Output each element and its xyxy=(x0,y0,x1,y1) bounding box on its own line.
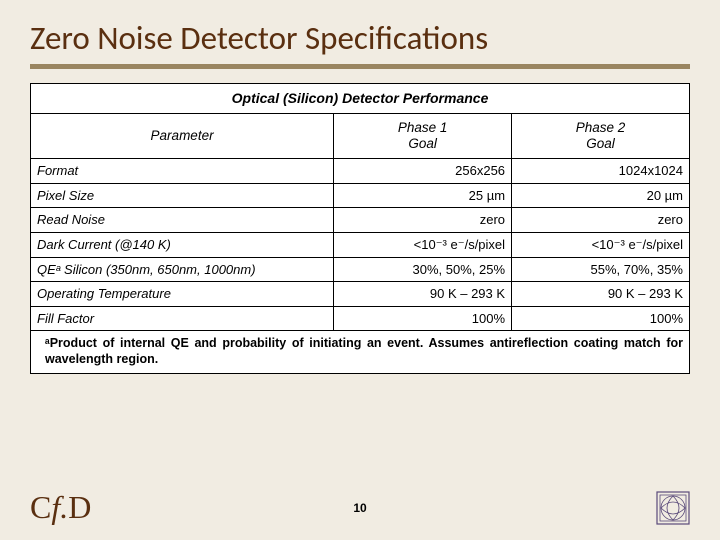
table-row: Operating Temperature 90 K – 293 K 90 K … xyxy=(31,282,690,307)
row-phase2: zero xyxy=(512,208,690,233)
row-phase2: 1024x1024 xyxy=(512,159,690,184)
row-phase2: 20 µm xyxy=(512,183,690,208)
row-phase1: 30%, 50%, 25% xyxy=(334,257,512,282)
row-phase1: zero xyxy=(334,208,512,233)
footer: Cf.D 10 xyxy=(30,489,690,526)
row-phase2: 90 K – 293 K xyxy=(512,282,690,307)
table-row: Fill Factor 100% 100% xyxy=(31,306,690,331)
page-title: Zero Noise Detector Specifications xyxy=(30,18,690,62)
title-rule xyxy=(30,64,690,69)
row-phase1: 90 K – 293 K xyxy=(334,282,512,307)
cfd-logo: Cf.D xyxy=(30,489,91,526)
row-param: Operating Temperature xyxy=(31,282,334,307)
spec-table: Optical (Silicon) Detector Performance P… xyxy=(30,83,690,374)
table-caption: Optical (Silicon) Detector Performance xyxy=(31,84,690,114)
row-phase1: 25 µm xyxy=(334,183,512,208)
row-param: Read Noise xyxy=(31,208,334,233)
decorative-logo-icon xyxy=(656,491,690,525)
row-param: QEᵃ Silicon (350nm, 650nm, 1000nm) xyxy=(31,257,334,282)
row-param: Format xyxy=(31,159,334,184)
table-row: Dark Current (@140 K) <10⁻³ e⁻/s/pixel <… xyxy=(31,232,690,257)
table-footnote: ᵃProduct of internal QE and probability … xyxy=(31,331,690,373)
page-number: 10 xyxy=(353,501,366,515)
table-row: Read Noise zero zero xyxy=(31,208,690,233)
col-phase2: Phase 2 Goal xyxy=(512,113,690,158)
row-phase1: 100% xyxy=(334,306,512,331)
row-phase2: 100% xyxy=(512,306,690,331)
col-parameter: Parameter xyxy=(31,113,334,158)
table-row: Format 256x256 1024x1024 xyxy=(31,159,690,184)
row-phase2: 55%, 70%, 35% xyxy=(512,257,690,282)
col-phase1: Phase 1 Goal xyxy=(334,113,512,158)
row-phase2: <10⁻³ e⁻/s/pixel xyxy=(512,232,690,257)
row-param: Fill Factor xyxy=(31,306,334,331)
logo-f: f. xyxy=(51,489,68,525)
row-phase1: <10⁻³ e⁻/s/pixel xyxy=(334,232,512,257)
row-param: Pixel Size xyxy=(31,183,334,208)
row-phase1: 256x256 xyxy=(334,159,512,184)
logo-c: C xyxy=(30,489,51,525)
row-param: Dark Current (@140 K) xyxy=(31,232,334,257)
logo-d: D xyxy=(68,489,91,525)
table-row: QEᵃ Silicon (350nm, 650nm, 1000nm) 30%, … xyxy=(31,257,690,282)
table-row: Pixel Size 25 µm 20 µm xyxy=(31,183,690,208)
